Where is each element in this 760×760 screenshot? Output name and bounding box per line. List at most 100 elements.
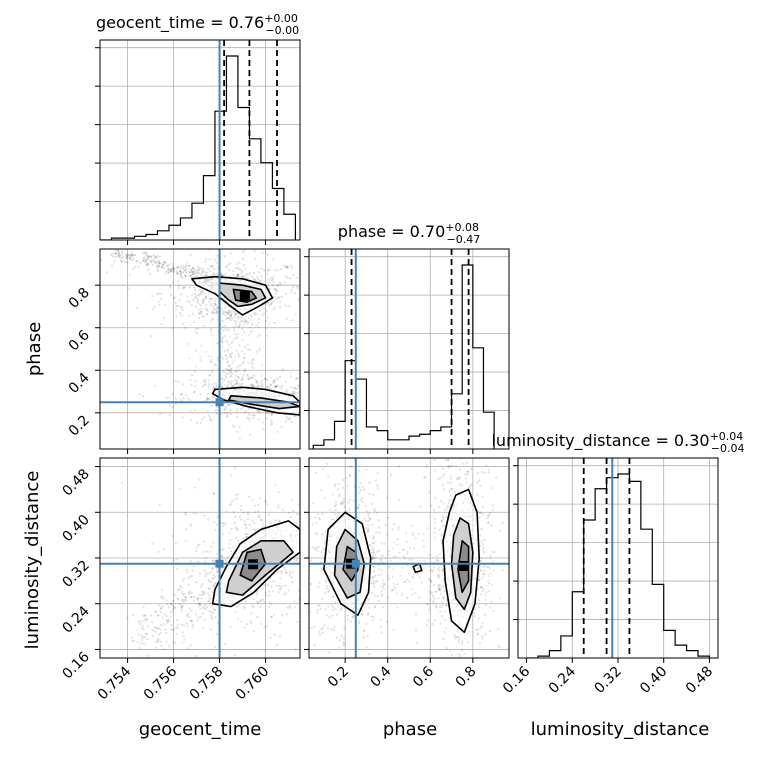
sample-point: [414, 537, 417, 540]
sample-point: [212, 273, 215, 276]
sample-point: [262, 307, 265, 310]
sample-point: [272, 308, 275, 311]
sample-point: [437, 586, 441, 590]
sample-point: [154, 610, 157, 614]
sample-point: [243, 357, 246, 360]
sample-point: [112, 259, 116, 263]
sample-point: [185, 268, 188, 271]
sample-point: [140, 638, 143, 641]
sample-point: [222, 547, 225, 550]
panel-frame: [517, 457, 719, 659]
sample-point: [277, 491, 280, 494]
sample-point: [481, 543, 485, 546]
sample-point: [477, 628, 480, 631]
sample-point: [459, 654, 462, 658]
sample-point: [114, 249, 117, 252]
sample-point: [305, 601, 307, 603]
sample-point: [197, 603, 200, 606]
sample-point: [246, 273, 249, 276]
sample-point: [220, 553, 224, 557]
sample-point: [465, 711, 467, 713]
sample-point: [302, 590, 304, 592]
sample-point: [172, 265, 175, 268]
sample-point: [243, 411, 246, 414]
sample-point: [387, 550, 390, 553]
sample-point: [204, 257, 208, 261]
sample-point: [145, 263, 148, 266]
sample-point: [214, 615, 217, 619]
sample-point: [323, 414, 325, 416]
sample-point: [253, 278, 256, 281]
sample-point: [197, 293, 200, 296]
sample-point: [234, 378, 237, 381]
sample-point: [251, 275, 254, 278]
sample-point: [445, 598, 448, 602]
sample-point: [430, 580, 433, 584]
sample-point: [226, 369, 229, 372]
sample-point: [250, 315, 253, 318]
sample-point: [269, 636, 272, 639]
sample-point: [479, 627, 482, 630]
sample-point: [224, 339, 227, 342]
sample-point: [272, 590, 275, 593]
sample-point: [321, 533, 324, 536]
sample-point: [432, 565, 435, 569]
sample-point: [372, 547, 375, 550]
sample-point: [328, 508, 331, 511]
sample-point: [436, 584, 440, 587]
sample-point: [146, 654, 149, 657]
sample-point: [149, 272, 152, 276]
sample-point: [193, 296, 197, 299]
sample-point: [146, 263, 149, 266]
sample-point: [161, 264, 165, 267]
sample-point: [214, 582, 217, 585]
sample-point: [257, 385, 260, 388]
sample-point: [382, 585, 385, 588]
sample-point: [169, 268, 172, 271]
sample-point: [157, 262, 161, 265]
sample-point: [120, 260, 123, 263]
sample-point: [408, 580, 411, 583]
sample-point: [221, 548, 224, 551]
sample-point: [331, 326, 333, 328]
sample-point: [191, 569, 194, 572]
sample-point: [206, 309, 209, 312]
sample-point: [224, 357, 228, 361]
sample-point: [315, 421, 317, 423]
sample-point: [188, 590, 191, 593]
sample-point: [238, 425, 241, 429]
sample-point: [190, 271, 193, 274]
sample-point: [180, 398, 183, 402]
sample-point: [252, 605, 255, 608]
sample-point: [303, 549, 305, 551]
sample-point: [157, 614, 160, 617]
sample-point: [198, 312, 202, 315]
sample-point: [267, 590, 271, 593]
sample-point: [182, 600, 185, 604]
sample-point: [363, 629, 366, 632]
sample-point: [478, 599, 481, 602]
sample-point: [366, 436, 368, 438]
sample-point: [327, 605, 330, 608]
sample-point: [212, 584, 215, 587]
sample-point: [250, 361, 253, 364]
sample-point: [257, 384, 260, 387]
sample-point: [235, 379, 239, 382]
sample-point: [245, 322, 248, 325]
sample-point: [314, 395, 316, 397]
sample-point: [237, 273, 240, 276]
sample-point: [208, 258, 211, 261]
sample-point: [238, 437, 241, 440]
sample-point: [233, 385, 236, 388]
sample-point: [285, 571, 288, 574]
sample-point: [248, 384, 252, 387]
sample-point: [223, 408, 226, 411]
sample-point: [160, 595, 163, 598]
sample-point: [277, 506, 280, 509]
sample-point: [318, 550, 320, 552]
sample-point: [228, 317, 231, 320]
sample-point: [221, 385, 224, 388]
sample-point: [479, 534, 482, 537]
sample-point: [171, 392, 174, 395]
sample-point: [129, 255, 132, 258]
